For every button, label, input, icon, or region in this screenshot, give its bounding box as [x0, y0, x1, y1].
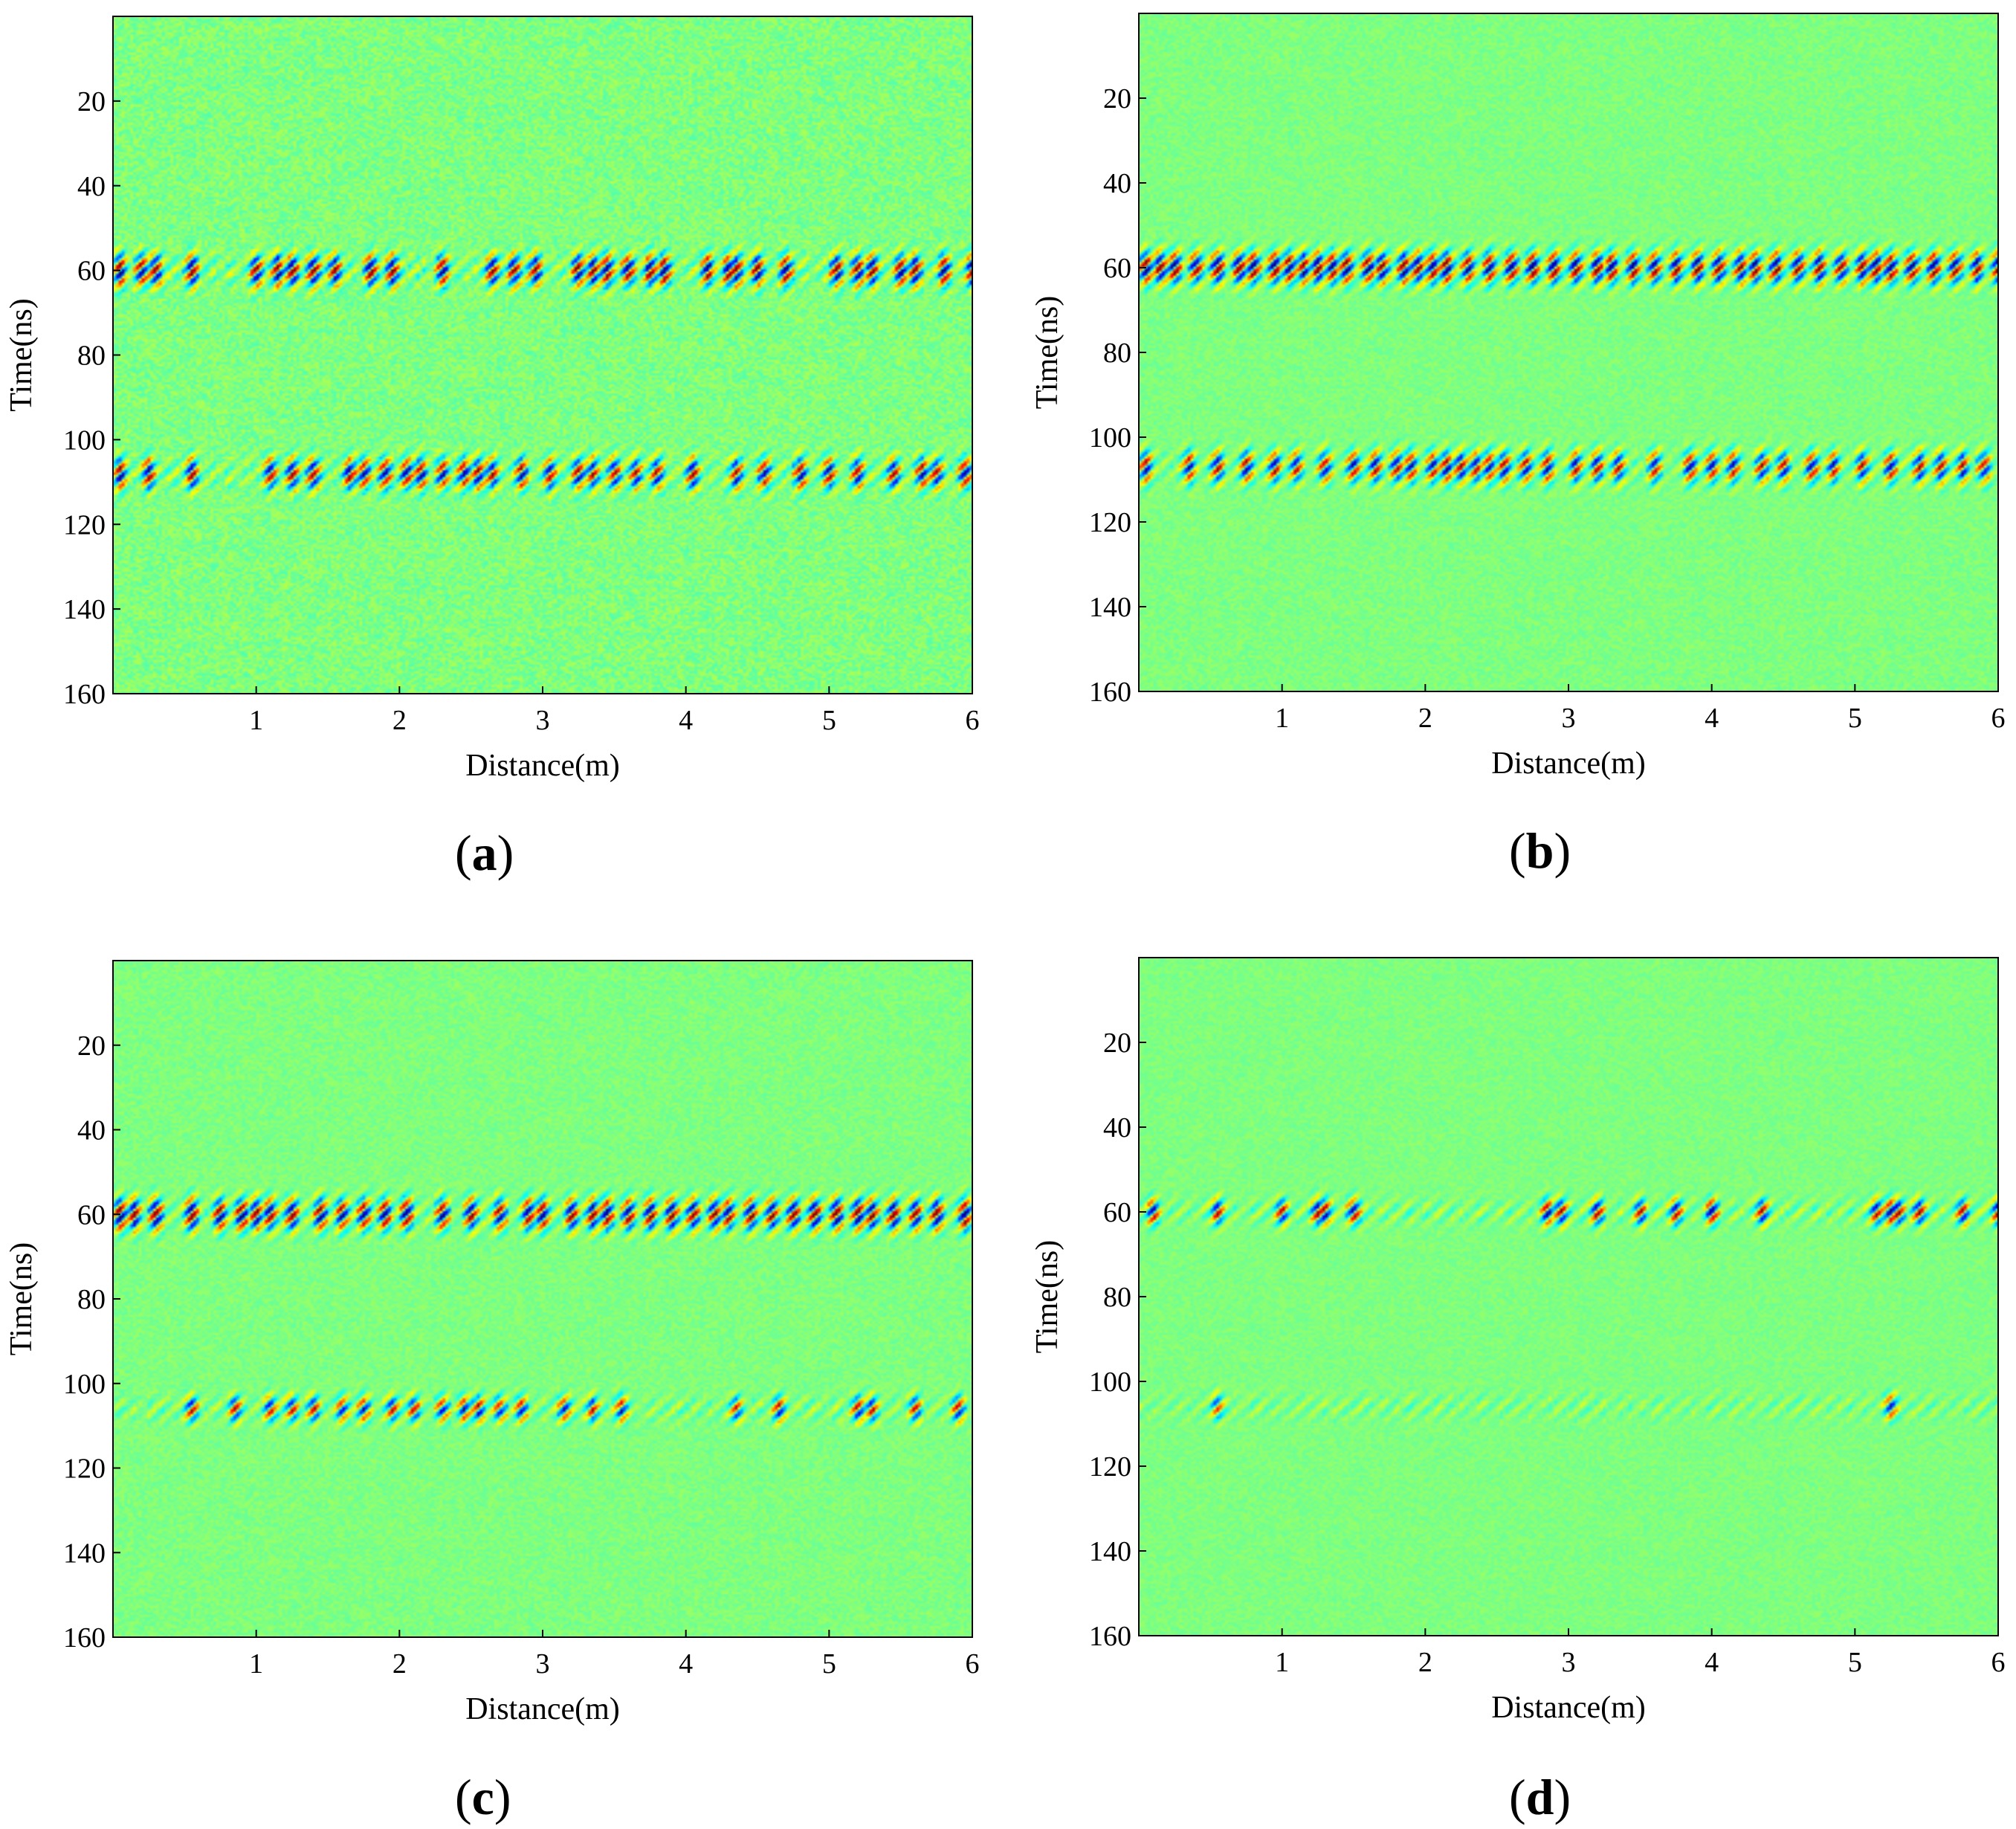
x-axis-label: Distance(m): [1491, 746, 1646, 781]
y-tick-label: 20: [1103, 83, 1131, 114]
x-tick-label: 1: [1275, 703, 1289, 734]
y-tick-label: 120: [1089, 1451, 1131, 1483]
panel-a: 20 40 60 80 100 120 140 160 1 2 3 4 5 6 Distance(m) Tim…: [4, 16, 980, 881]
panel-label-c: (c): [455, 1769, 511, 1825]
x-tick-label: 2: [1418, 1647, 1432, 1678]
y-tick-label: 160: [63, 679, 106, 710]
y-tick-label: 20: [77, 86, 106, 117]
y-tick-label: 120: [63, 1454, 106, 1485]
x-tick-label: 3: [536, 1648, 550, 1680]
y-tick-label: 40: [1103, 1112, 1131, 1143]
y-axis-label: Time(ns): [1030, 296, 1064, 409]
x-tick-label: 1: [249, 1648, 263, 1680]
heatmap-b: [1139, 13, 1998, 691]
y-tick-label: 40: [77, 171, 106, 202]
heatmap-c: [113, 961, 972, 1637]
y-tick-label: 100: [63, 425, 106, 456]
y-tick-label: 140: [63, 1538, 106, 1569]
x-tick-label: 5: [1848, 703, 1862, 734]
y-tick-label: 160: [63, 1622, 106, 1654]
panel-label-a: (a): [455, 825, 514, 881]
x-tick-label: 3: [1562, 1647, 1576, 1678]
y-tick-label: 140: [63, 594, 106, 625]
x-tick-label: 4: [679, 705, 693, 736]
panel-label-b: (b): [1509, 822, 1571, 879]
y-tick-label: 60: [77, 256, 106, 287]
x-tick-label: 4: [1705, 703, 1719, 734]
x-tick-label: 2: [392, 1648, 407, 1680]
y-tick-label: 140: [1089, 1536, 1131, 1567]
x-tick-label: 1: [1275, 1647, 1289, 1678]
x-tick-label: 1: [249, 705, 263, 736]
x-tick-label: 5: [822, 705, 836, 736]
y-tick-label: 120: [63, 509, 106, 541]
heatmap-d: [1139, 958, 1998, 1636]
x-tick-label: 2: [1418, 703, 1432, 734]
y-tick-label: 60: [1103, 253, 1131, 284]
x-tick-label: 5: [822, 1648, 836, 1680]
x-tick-label: 3: [536, 705, 550, 736]
y-axis-label: Time(ns): [4, 298, 39, 411]
panel-c: 20 40 60 80 100 120 140 160 1 2 3 4 5 6 Distance(m) Tim…: [4, 960, 980, 1825]
y-axis-label: Time(ns): [1030, 1240, 1064, 1353]
panel-d: 20 40 60 80 100 120 140 160 1 2 3 4 5 6 Distance(m) Tim…: [1030, 957, 2006, 1825]
x-tick-label: 3: [1562, 703, 1576, 734]
panel-label-d: (d): [1509, 1769, 1571, 1825]
y-tick-label: 120: [1089, 507, 1131, 538]
y-tick-label: 160: [1089, 1621, 1131, 1652]
y-tick-label: 100: [1089, 1367, 1131, 1398]
x-tick-label: 2: [392, 705, 407, 736]
y-tick-label: 80: [1103, 338, 1131, 369]
x-tick-label: 4: [679, 1648, 693, 1680]
y-tick-label: 80: [77, 1284, 106, 1315]
x-tick-label: 6: [1991, 703, 2006, 734]
x-tick-label: 5: [1848, 1647, 1862, 1678]
y-tick-label: 60: [77, 1199, 106, 1230]
x-axis-label: Distance(m): [465, 1692, 620, 1726]
y-tick-label: 40: [1103, 168, 1131, 199]
x-axis-label: Distance(m): [465, 749, 620, 783]
y-tick-label: 80: [77, 341, 106, 372]
x-tick-label: 6: [966, 705, 980, 736]
heatmap-a: [113, 16, 972, 694]
y-tick-label: 80: [1103, 1282, 1131, 1313]
y-tick-label: 40: [77, 1115, 106, 1146]
y-tick-label: 100: [63, 1369, 106, 1400]
y-tick-label: 20: [1103, 1028, 1131, 1059]
y-tick-label: 100: [1089, 422, 1131, 454]
y-tick-label: 20: [77, 1030, 106, 1062]
x-tick-label: 6: [966, 1648, 980, 1680]
y-tick-label: 160: [1089, 677, 1131, 708]
y-tick-label: 140: [1089, 592, 1131, 623]
x-axis-label: Distance(m): [1491, 1691, 1646, 1725]
x-tick-label: 6: [1991, 1647, 2006, 1678]
panel-b: 20 40 60 80 100 120 140 160 1 2 3 4 5 6 Distance(m) Tim…: [1030, 13, 2006, 879]
y-axis-label: Time(ns): [4, 1242, 39, 1355]
x-tick-label: 4: [1705, 1647, 1719, 1678]
y-tick-label: 60: [1103, 1197, 1131, 1228]
